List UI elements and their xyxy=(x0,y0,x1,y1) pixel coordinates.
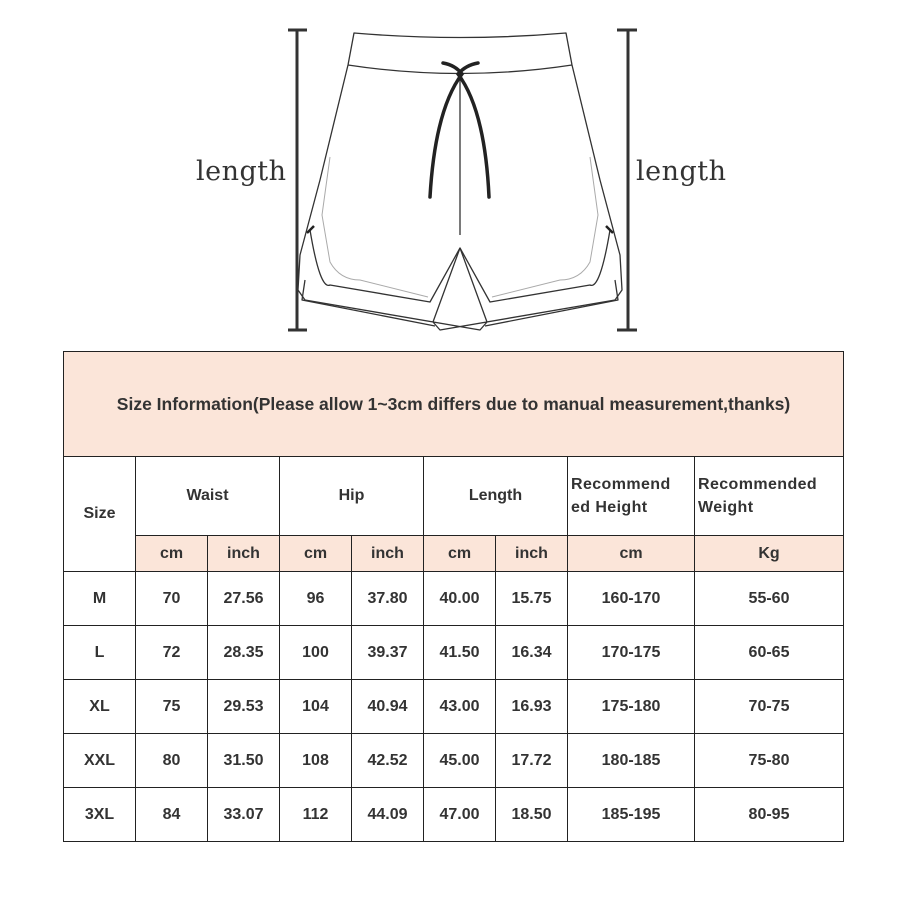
value-cell: 27.56 xyxy=(207,571,280,626)
unit-cell: cm xyxy=(423,535,496,572)
unit-cell: cm xyxy=(279,535,352,572)
header-recommended-weight: Recommended Weight xyxy=(693,456,845,536)
value-cell: 112 xyxy=(279,787,352,842)
value-cell: 75-80 xyxy=(693,733,845,788)
value-cell: 29.53 xyxy=(207,679,280,734)
header-line: Recommend xyxy=(571,476,671,493)
header-length: Length xyxy=(423,456,568,536)
value-cell: 40.94 xyxy=(351,679,424,734)
unit-cell: inch xyxy=(207,535,280,572)
value-cell: 180-185 xyxy=(567,733,695,788)
left-length-label: length xyxy=(196,156,287,187)
value-cell: 41.50 xyxy=(423,625,496,680)
table-row: XL 75 29.53 104 40.94 43.00 16.93 175-180 70-75 xyxy=(63,679,845,734)
left-length-bracket xyxy=(288,28,307,332)
right-length-label: length xyxy=(636,156,727,187)
size-cell: M xyxy=(63,571,136,626)
header-recommended-height: Recommend ed Height xyxy=(567,456,695,536)
header-line: Weight xyxy=(698,499,754,516)
inner-seam xyxy=(321,156,599,298)
value-cell: 104 xyxy=(279,679,352,734)
size-cell: 3XL xyxy=(63,787,136,842)
value-cell: 100 xyxy=(279,625,352,680)
value-cell: 96 xyxy=(279,571,352,626)
table-row: 3XL 84 33.07 112 44.09 47.00 18.50 185-195 80-95 xyxy=(63,787,845,842)
table-title: Size Information(Please allow 1~3cm diff… xyxy=(62,351,845,457)
unit-cell: cm xyxy=(567,535,695,572)
units-row: cm inch cm inch cm inch cm Kg xyxy=(64,535,845,572)
unit-cell: cm xyxy=(135,535,208,572)
header-waist: Waist xyxy=(135,456,280,536)
size-table: Size Information(Please allow 1~3cm diff… xyxy=(62,351,845,842)
header-line: ed Height xyxy=(571,499,648,516)
value-cell: 17.72 xyxy=(495,733,568,788)
value-cell: 37.80 xyxy=(351,571,424,626)
value-cell: 16.93 xyxy=(495,679,568,734)
unit-cell: inch xyxy=(495,535,568,572)
value-cell: 80-95 xyxy=(693,787,845,842)
value-cell: 108 xyxy=(279,733,352,788)
value-cell: 18.50 xyxy=(495,787,568,842)
unit-cell: inch xyxy=(351,535,424,572)
value-cell: 44.09 xyxy=(351,787,424,842)
value-cell: 31.50 xyxy=(207,733,280,788)
value-cell: 70-75 xyxy=(693,679,845,734)
unit-cell: Kg xyxy=(693,535,845,572)
value-cell: 80 xyxy=(135,733,208,788)
value-cell: 40.00 xyxy=(423,571,496,626)
value-cell: 16.34 xyxy=(495,625,568,680)
value-cell: 175-180 xyxy=(567,679,695,734)
value-cell: 39.37 xyxy=(351,625,424,680)
value-cell: 160-170 xyxy=(567,571,695,626)
size-cell: XXL xyxy=(63,733,136,788)
value-cell: 47.00 xyxy=(423,787,496,842)
value-cell: 84 xyxy=(135,787,208,842)
drawstring xyxy=(428,61,491,199)
header-hip: Hip xyxy=(279,456,424,536)
table-row: M 70 27.56 96 37.80 40.00 15.75 160-170 55-60 xyxy=(63,571,845,626)
value-cell: 170-175 xyxy=(567,625,695,680)
table-row: L 72 28.35 100 39.37 41.50 16.34 170-175 60-65 xyxy=(63,625,845,680)
value-cell: 28.35 xyxy=(207,625,280,680)
right-length-bracket xyxy=(617,28,637,332)
value-cell: 185-195 xyxy=(567,787,695,842)
value-cell: 33.07 xyxy=(207,787,280,842)
shorts-diagram xyxy=(288,28,637,332)
value-cell: 55-60 xyxy=(693,571,845,626)
shorts-outline xyxy=(297,32,623,331)
value-cell: 72 xyxy=(135,625,208,680)
size-cell: L xyxy=(63,625,136,680)
header-size: Size xyxy=(63,456,136,572)
value-cell: 70 xyxy=(135,571,208,626)
value-cell: 42.52 xyxy=(351,733,424,788)
value-cell: 43.00 xyxy=(423,679,496,734)
table-row: XXL 80 31.50 108 42.52 45.00 17.72 180-185 75-80 xyxy=(63,733,845,788)
value-cell: 45.00 xyxy=(423,733,496,788)
value-cell: 60-65 xyxy=(693,625,845,680)
size-cell: XL xyxy=(63,679,136,734)
header-line: Recommended xyxy=(698,476,818,493)
value-cell: 75 xyxy=(135,679,208,734)
value-cell: 15.75 xyxy=(495,571,568,626)
